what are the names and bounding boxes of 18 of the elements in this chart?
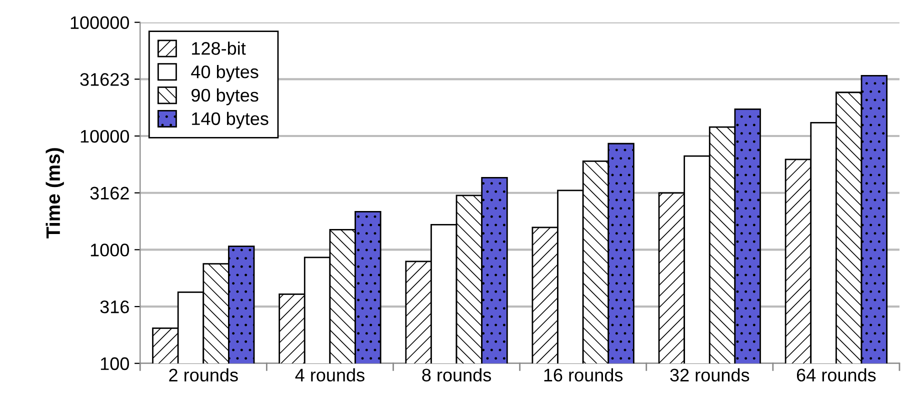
y-tick-label: 100000 bbox=[70, 16, 130, 30]
x-tick-label: 4 rounds bbox=[295, 368, 364, 382]
y-tick-label: 3162 bbox=[90, 186, 129, 200]
y-tick-label: 100 bbox=[100, 357, 129, 370]
x-tick-label: 2 rounds bbox=[169, 368, 238, 382]
y-tick-label: 10000 bbox=[80, 130, 129, 143]
x-tick-label: 16 rounds bbox=[544, 368, 623, 382]
x-tick-label: 32 rounds bbox=[670, 368, 750, 382]
legend-label: 40 bytes bbox=[191, 64, 258, 82]
x-tick-label: 64 rounds bbox=[796, 368, 876, 382]
y-tick-label: 316 bbox=[100, 300, 129, 314]
legend-label: 128-bit bbox=[192, 42, 246, 55]
x-tick-label: 8 rounds bbox=[422, 368, 492, 382]
legend-label: 140 bytes bbox=[192, 112, 268, 129]
y-tick-label: 31623 bbox=[80, 73, 129, 86]
y-tick-label: 1000 bbox=[90, 244, 129, 256]
y-axis-title: Time (ms) bbox=[46, 148, 64, 238]
legend-label: 90 bytes bbox=[192, 88, 258, 106]
